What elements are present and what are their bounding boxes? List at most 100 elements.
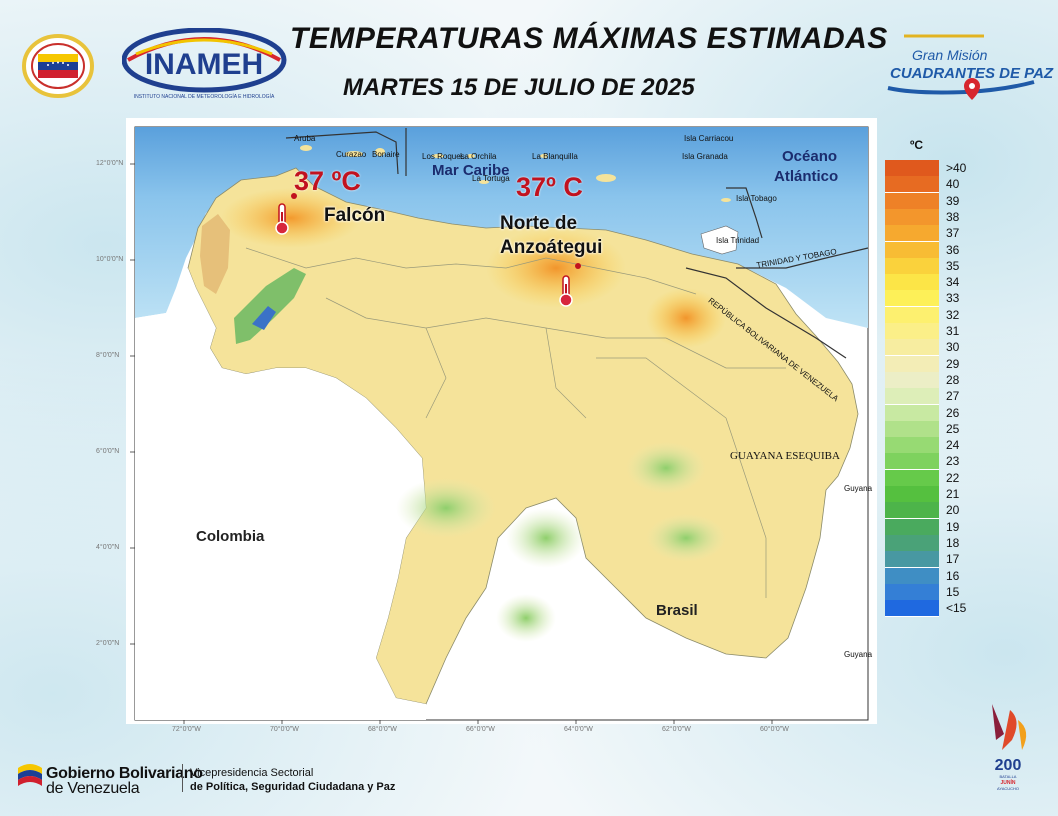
- legend-swatch: [885, 420, 939, 438]
- legend-swatch: [885, 257, 939, 275]
- legend-row: 28: [885, 371, 975, 389]
- legend-label: 31: [946, 324, 960, 338]
- page-date: MARTES 15 DE JULIO DE 2025: [343, 74, 695, 101]
- legend-swatch: [885, 323, 939, 340]
- legend-row: 18: [885, 534, 975, 552]
- legend-label: 40: [946, 177, 960, 192]
- vicepresidencia-line1: Vicepresidencia Sectorial: [190, 767, 314, 779]
- lat-label-8n: 8°0'0"N: [96, 352, 120, 359]
- legend-row: <15: [885, 600, 975, 618]
- legend-swatch: [885, 502, 939, 520]
- legend-row: 39: [885, 192, 975, 210]
- label-carriacou: Isla Carriacou: [684, 134, 734, 143]
- legend-label: 28: [946, 372, 960, 387]
- gran-mision-line2: CUADRANTES DE PAZ: [890, 65, 1054, 82]
- legend-label: >40: [946, 161, 967, 175]
- thermometer-icon-falcon: [275, 193, 297, 235]
- legend-row: 15: [885, 583, 975, 601]
- legend-label: 21: [946, 487, 960, 501]
- legend-label: 24: [946, 438, 960, 453]
- legend-row: 33: [885, 290, 975, 308]
- legend-row: 38: [885, 208, 975, 226]
- lon-label-60w: 60°0'0"W: [760, 726, 789, 733]
- lat-label-4n: 4°0'0"N: [96, 544, 120, 551]
- legend-row: 37: [885, 225, 975, 243]
- legend-swatch: [885, 567, 939, 585]
- logo-200-number: 200: [995, 757, 1022, 774]
- legend-label: 17: [946, 552, 960, 567]
- label-mar-caribe: Mar Caribe: [432, 162, 510, 179]
- legend-row: 23: [885, 453, 975, 471]
- legend-row: 34: [885, 274, 975, 292]
- legend-swatch: [885, 518, 939, 536]
- gran-mision-logo: Gran Misión CUADRANTES DE PAZ: [887, 34, 1054, 100]
- label-brasil: Brasil: [656, 602, 698, 619]
- label-oceano: Océano: [782, 148, 838, 165]
- legend-label: 34: [946, 275, 960, 290]
- legend-row: 20: [885, 502, 975, 520]
- label-la-tortuga: La Tortuga: [472, 174, 510, 183]
- label-guyana-1: Guyana: [844, 484, 873, 493]
- thermometer-icon-anzoategui: [559, 263, 581, 307]
- legend-swatch: [885, 437, 939, 455]
- page-title: TEMPERATURAS MÁXIMAS ESTIMADAS: [290, 22, 888, 55]
- legend-row: 21: [885, 486, 975, 503]
- legend-row: 16: [885, 567, 975, 585]
- legend-label: 22: [946, 470, 960, 485]
- lon-label-70w: 70°0'0"W: [270, 726, 299, 733]
- anzoategui-temperature: 37º C: [516, 172, 583, 202]
- legend-label: <15: [946, 601, 967, 616]
- label-guyana-2: Guyana: [844, 650, 873, 659]
- legend-label: 29: [946, 356, 960, 371]
- lat-label-12n: 12°0'0"N: [96, 160, 124, 167]
- label-trinidad: Isla Trinidad: [716, 236, 760, 245]
- label-aruba: Aruba: [294, 134, 316, 143]
- legend-swatch: [885, 534, 939, 552]
- legend-label: 35: [946, 258, 960, 273]
- legend-swatch: [885, 208, 939, 226]
- legend-label: 15: [946, 584, 960, 599]
- inameh-logo: INAMEH INSTITUTO NACIONAL DE METEOROLOGÍ…: [122, 28, 287, 100]
- legend-label: 33: [946, 291, 960, 306]
- label-granada: Isla Granada: [682, 152, 728, 161]
- logo-200-sub2: JUNÍN: [1000, 778, 1015, 786]
- legend-label: 30: [946, 340, 960, 355]
- legend-swatch: [885, 371, 939, 389]
- legend-label: 16: [946, 568, 960, 583]
- legend-swatch: [885, 404, 939, 422]
- falcon-label: Falcón: [324, 205, 386, 226]
- label-tobago: Isla Tobago: [736, 194, 777, 203]
- legend-swatch: [885, 241, 939, 259]
- legend-row: 25: [885, 420, 975, 438]
- temperature-map: Mar Caribe Océano Atlántico Colombia Bra…: [96, 118, 877, 733]
- legend-swatch: [885, 355, 939, 373]
- legend-swatch: [885, 583, 939, 601]
- legend-row: 17: [885, 551, 975, 569]
- legend-swatch: [885, 388, 939, 406]
- legend-swatch: [885, 176, 939, 194]
- legend-row: 19: [885, 518, 975, 536]
- lon-label-72w: 72°0'0"W: [172, 726, 201, 733]
- footer-divider: [182, 764, 183, 792]
- legend-row: 27: [885, 388, 975, 406]
- legend-swatch: [885, 469, 939, 487]
- legend-swatch: [885, 551, 939, 569]
- legend-unit: ºC: [910, 138, 924, 152]
- legend-label: 39: [946, 193, 960, 208]
- logo-200-sub3: AYACUCHO: [997, 786, 1019, 791]
- anzoategui-label-line2: Anzoátegui: [500, 237, 603, 258]
- falcon-temperature: 37 ºC: [294, 166, 361, 196]
- lat-label-10n: 10°0'0"N: [96, 256, 124, 263]
- gobierno-line2: de Venezuela: [46, 780, 140, 797]
- lon-label-64w: 64°0'0"W: [564, 726, 593, 733]
- label-atlantico: Atlántico: [774, 168, 839, 185]
- lon-label-66w: 66°0'0"W: [466, 726, 495, 733]
- logo-200-sub1: BATALLA: [1000, 774, 1017, 779]
- legend-row: 35: [885, 257, 975, 275]
- legend-row: 40: [885, 176, 975, 194]
- legend-swatch: [885, 600, 939, 618]
- legend-label: 19: [946, 519, 960, 534]
- legend-row: 36: [885, 241, 975, 259]
- legend-row: >40: [885, 160, 975, 177]
- label-guayana-esequiba: GUAYANA ESEQUIBA: [730, 450, 840, 462]
